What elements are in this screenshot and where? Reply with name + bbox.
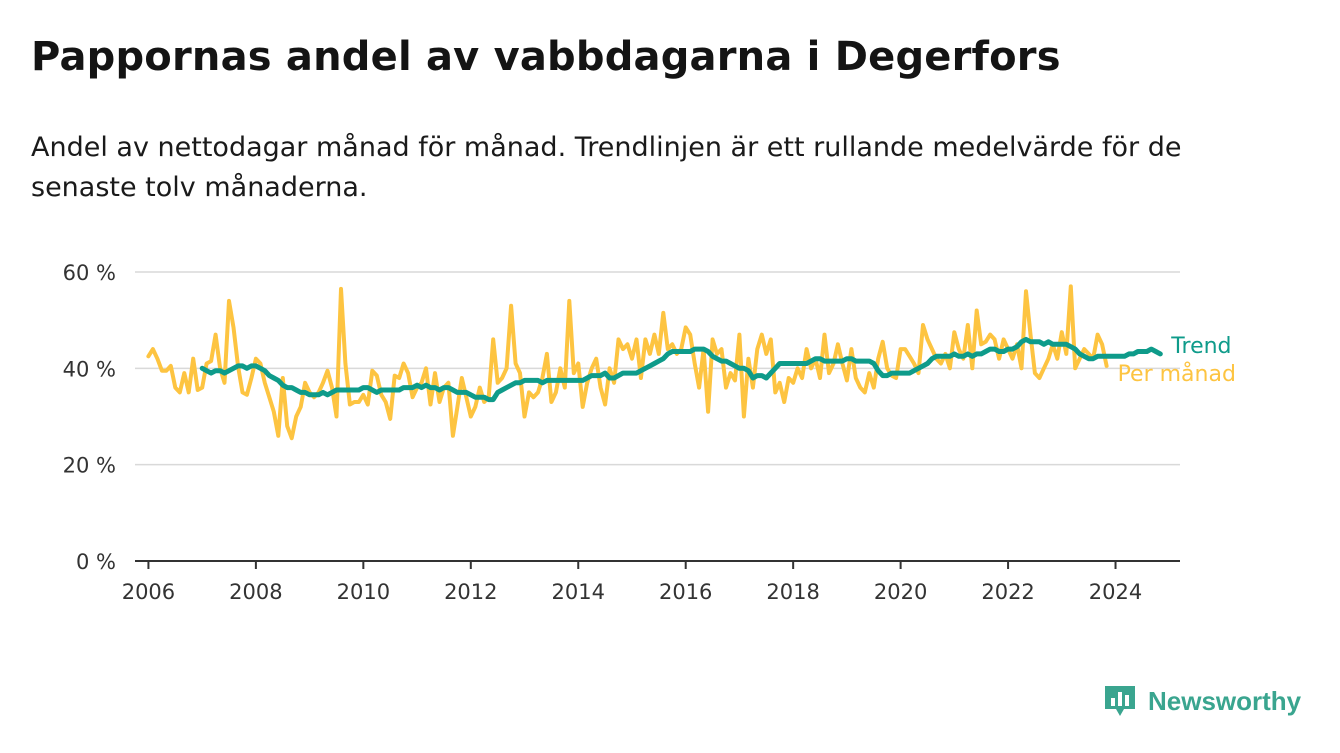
y-tick-label: 60 %	[63, 261, 116, 285]
series-label-monthly: Per månad	[1118, 361, 1236, 387]
series-line-monthly	[146, 284, 1109, 441]
x-tick-label: 2022	[981, 580, 1034, 604]
y-tick-label: 20 %	[63, 454, 116, 478]
x-tick-label: 2020	[874, 580, 927, 604]
chart-title: Pappornas andel av vabbdagarna i Degerfo…	[31, 34, 1061, 80]
grid-lines	[135, 271, 1180, 466]
series-lines	[146, 284, 1163, 441]
x-tick-label: 2008	[229, 580, 282, 604]
series-label-trend: Trend	[1170, 334, 1231, 359]
x-tick-label: 2014	[552, 580, 605, 604]
y-tick-label: 0 %	[76, 550, 116, 574]
x-tick-label: 2006	[122, 580, 175, 604]
x-tick-label: 2018	[766, 580, 819, 604]
y-tick-label: 40 %	[63, 357, 116, 381]
newsworthy-brand: Newsworthy	[1102, 683, 1301, 719]
x-tick-label: 2010	[337, 580, 390, 604]
x-tick-label: 2012	[444, 580, 497, 604]
brand-name: Newsworthy	[1148, 685, 1302, 716]
x-axis: 2006 2008 2010 2012 2014 2016 2018 2020 2022 2024	[122, 560, 1180, 604]
y-axis-ticks: 0 % 20 % 40 % 60 %	[63, 261, 116, 574]
x-tick-label: 2024	[1089, 580, 1142, 604]
newsworthy-logo-icon	[1105, 686, 1135, 716]
series-line-trend	[199, 336, 1163, 403]
chart-subtitle: Andel av nettodagar månad för månad. Tre…	[31, 132, 1182, 203]
x-tick-label: 2016	[659, 580, 712, 604]
